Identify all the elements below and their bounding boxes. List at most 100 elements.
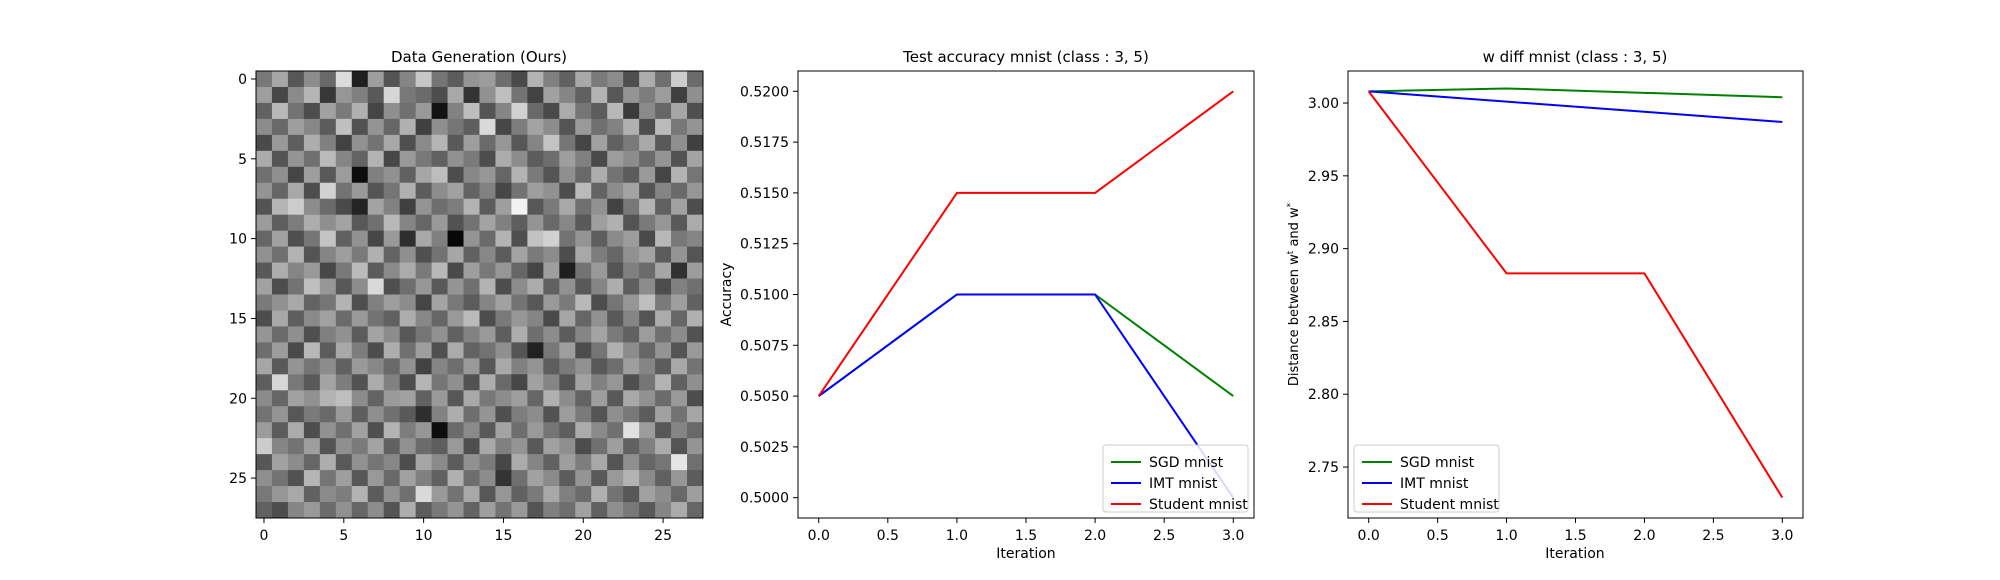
heatmap-cell — [383, 502, 401, 519]
heatmap-cell — [303, 86, 321, 104]
heatmap-cell — [511, 486, 528, 503]
heatmap-cell — [463, 246, 480, 263]
series-line-imt-mnist — [1368, 90, 1783, 123]
heatmap-cell — [543, 438, 560, 455]
heatmap-cell — [671, 310, 688, 327]
heatmap-cell — [367, 278, 385, 295]
heatmap-cell — [383, 310, 401, 327]
heatmap-cell — [527, 134, 544, 152]
heatmap-cell — [607, 502, 624, 519]
heatmap-cell — [607, 214, 624, 232]
heatmap-cell — [399, 166, 417, 184]
heatmap-cell — [271, 438, 289, 455]
heatmap-cell — [319, 502, 337, 519]
heatmap-cell — [399, 310, 417, 327]
heatmap-cell — [287, 198, 305, 216]
heatmap-cell — [511, 230, 528, 247]
heatmap-cell — [607, 326, 624, 343]
heatmap-cell — [367, 422, 385, 439]
heatmap-cell — [559, 134, 576, 152]
heatmap-cell — [463, 71, 480, 88]
heatmap-cell — [479, 470, 496, 487]
heatmap-cell — [655, 246, 672, 263]
heatmap-cell — [591, 326, 608, 343]
heatmap-cell — [639, 470, 656, 487]
heatmap-cell — [399, 486, 417, 503]
heatmap-cell — [287, 246, 305, 263]
heatmap-cell — [623, 262, 640, 279]
heatmap-cell — [415, 470, 432, 487]
heatmap-cell — [303, 310, 321, 327]
heatmap-cell — [367, 230, 385, 247]
heatmap-cell — [671, 150, 688, 168]
heatmap-cell — [303, 182, 321, 200]
heatmap-cell — [511, 342, 528, 359]
heatmap-cell — [687, 214, 704, 232]
heatmap-cell — [383, 246, 401, 263]
heatmap-cell — [671, 262, 688, 279]
heatmap-cell — [687, 118, 704, 136]
legend-label: IMT mnist — [1149, 476, 1218, 492]
heatmap-cell — [575, 390, 592, 407]
heatmap-cell — [351, 470, 369, 487]
heatmap-cell — [335, 358, 353, 375]
heatmap-cell — [527, 150, 544, 168]
heatmap-cell — [607, 358, 624, 375]
heatmap-cell — [543, 118, 560, 136]
heatmap-cell — [527, 358, 544, 375]
heatmap-cell — [639, 262, 656, 279]
heatmap-cell — [383, 470, 401, 487]
heatmap-cell — [431, 374, 448, 391]
heatmap-cell — [575, 214, 592, 232]
x-tick-label: 0.5 — [877, 528, 899, 544]
heatmap-cell — [351, 310, 369, 327]
heatmap-cell — [367, 198, 385, 216]
heatmap-cell — [256, 502, 273, 519]
heatmap-cell — [479, 150, 496, 168]
heatmap-cell — [511, 246, 528, 263]
x-tick-label: 3.0 — [1771, 528, 1793, 544]
heatmap-cell — [607, 422, 624, 439]
heatmap-cell — [479, 454, 496, 471]
heatmap-cell — [623, 134, 640, 152]
heatmap-cell — [671, 294, 688, 311]
heatmap-cell — [271, 470, 289, 487]
heatmap-cell — [431, 502, 448, 519]
heatmap-cell — [256, 438, 273, 455]
heatmap-cell — [256, 182, 273, 200]
heatmap-cell — [271, 118, 289, 136]
heatmap-cell — [303, 486, 321, 503]
heatmap-cell — [511, 118, 528, 136]
heatmap-cell — [671, 182, 688, 200]
heatmap-cell — [383, 358, 401, 375]
heatmap-cell — [287, 406, 305, 423]
heatmap-cell — [511, 182, 528, 200]
heatmap-cell — [495, 422, 512, 439]
heatmap-cell — [671, 422, 688, 439]
heatmap-cell — [655, 86, 672, 104]
heatmap-cell — [271, 342, 289, 359]
heatmap-cell — [303, 214, 321, 232]
heatmap-cell — [671, 374, 688, 391]
heatmap-cell — [591, 374, 608, 391]
heatmap-cell — [399, 422, 417, 439]
heatmap-cell — [607, 390, 624, 407]
heatmap-cell — [256, 486, 273, 503]
heatmap-cell — [639, 326, 656, 343]
heatmap-cell — [383, 262, 401, 279]
heatmap-cell — [623, 86, 640, 104]
heatmap-cell — [479, 342, 496, 359]
heatmap-cell — [655, 470, 672, 487]
heatmap-ytick-label: 20 — [229, 391, 247, 407]
heatmap-cell — [607, 134, 624, 152]
heatmap-cell — [319, 342, 337, 359]
heatmap-cell — [319, 198, 337, 216]
heatmap-cell — [399, 454, 417, 471]
heatmap-cell — [543, 182, 560, 200]
heatmap-cell — [639, 294, 656, 311]
heatmap-cell — [511, 502, 528, 519]
heatmap-cell — [623, 278, 640, 295]
heatmap-cell — [543, 246, 560, 263]
heatmap-frame — [255, 70, 704, 519]
heatmap-cell — [335, 422, 353, 439]
